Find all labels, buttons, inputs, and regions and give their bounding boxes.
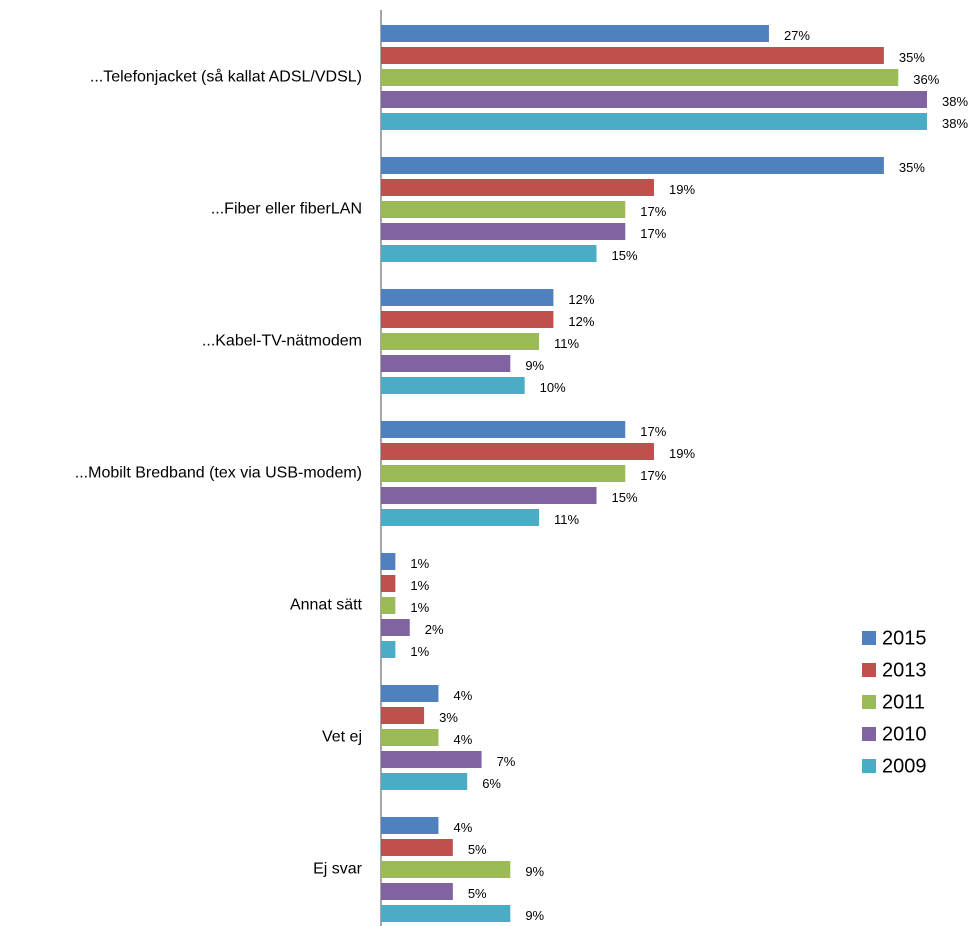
value-label: 10% [540, 380, 566, 395]
value-label: 15% [612, 490, 638, 505]
value-label: 9% [525, 908, 544, 923]
bar [381, 47, 884, 64]
value-label: 36% [913, 72, 939, 87]
value-label: 11% [554, 512, 579, 527]
bar [381, 311, 554, 328]
bar [381, 289, 554, 306]
bar [381, 245, 597, 262]
value-label: 17% [640, 424, 666, 439]
value-label: 1% [410, 578, 429, 593]
value-label: 1% [410, 644, 429, 659]
value-label: 6% [482, 776, 501, 791]
value-label: 5% [468, 886, 487, 901]
value-label: 27% [784, 28, 810, 43]
value-label: 1% [410, 556, 429, 571]
bar [381, 905, 511, 922]
legend-label: 2011 [882, 691, 925, 713]
bar [381, 487, 597, 504]
bar [381, 113, 927, 130]
category-label: ...Telefonjacket (så kallat ADSL/VDSL) [90, 68, 362, 86]
value-label: 15% [612, 248, 638, 263]
bar [381, 553, 396, 570]
category-label: ...Fiber eller fiberLAN [211, 201, 362, 218]
bar [381, 509, 540, 526]
bar [381, 223, 626, 240]
value-label: 9% [525, 864, 544, 879]
bar [381, 179, 654, 196]
bar [381, 69, 899, 86]
bar [381, 91, 927, 108]
bar [381, 707, 425, 724]
legend-label: 2013 [882, 659, 927, 681]
category-label: ...Mobilt Bredband (tex via USB-modem) [75, 465, 362, 482]
bar [381, 619, 410, 636]
value-label: 19% [669, 182, 695, 197]
value-label: 7% [497, 754, 516, 769]
bar [381, 883, 453, 900]
value-label: 38% [942, 116, 968, 131]
bar [381, 201, 626, 218]
bar [381, 751, 482, 768]
bar [381, 575, 396, 592]
bar [381, 333, 540, 350]
bar [381, 773, 468, 790]
bar [381, 465, 626, 482]
value-label: 9% [525, 358, 544, 373]
value-label: 3% [439, 710, 458, 725]
value-label: 12% [568, 292, 594, 307]
bar [381, 685, 439, 702]
value-label: 1% [410, 600, 429, 615]
value-label: 35% [899, 50, 925, 65]
value-label: 17% [640, 468, 666, 483]
value-label: 4% [453, 820, 472, 835]
value-label: 35% [899, 160, 925, 175]
bar [381, 25, 769, 42]
bar [381, 157, 884, 174]
legend-swatch [862, 727, 876, 741]
bar [381, 839, 453, 856]
legend-swatch [862, 631, 876, 645]
legend-label: 2010 [882, 723, 927, 745]
category-label: Vet ej [322, 729, 362, 746]
value-label: 17% [640, 226, 666, 241]
legend-label: 2009 [882, 755, 927, 777]
category-label: Annat sätt [290, 597, 363, 614]
value-label: 12% [568, 314, 594, 329]
bar [381, 443, 654, 460]
legend-swatch [862, 759, 876, 773]
value-label: 19% [669, 446, 695, 461]
bar [381, 861, 511, 878]
value-label: 38% [942, 94, 968, 109]
bar [381, 421, 626, 438]
legend-label: 2015 [882, 627, 927, 649]
value-label: 5% [468, 842, 487, 857]
bar [381, 377, 525, 394]
category-label: Ej svar [313, 861, 363, 878]
value-label: 2% [425, 622, 444, 637]
bar [381, 597, 396, 614]
legend-swatch [862, 695, 876, 709]
bar [381, 641, 396, 658]
bar [381, 729, 439, 746]
bar [381, 355, 511, 372]
category-label: ...Kabel-TV-nätmodem [202, 333, 362, 350]
value-label: 4% [453, 732, 472, 747]
bar [381, 817, 439, 834]
legend-swatch [862, 663, 876, 677]
value-label: 4% [453, 688, 472, 703]
value-label: 17% [640, 204, 666, 219]
value-label: 11% [554, 336, 579, 351]
